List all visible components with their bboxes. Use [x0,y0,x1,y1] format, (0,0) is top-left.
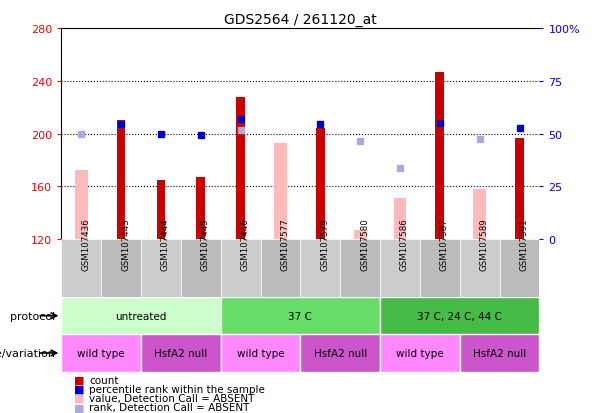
Text: GSM107580: GSM107580 [360,218,369,271]
Bar [380,335,460,372]
Text: GSM107443: GSM107443 [121,218,130,271]
Bar [435,72,444,240]
Text: wild type: wild type [237,348,284,358]
Text: HsfA2 null: HsfA2 null [154,348,207,358]
Text: percentile rank within the sample: percentile rank within the sample [89,384,265,394]
Text: wild type: wild type [77,348,125,358]
Text: GSM107445: GSM107445 [201,218,210,271]
Bar [141,335,221,372]
Bar [101,240,141,297]
Text: 37 C: 37 C [289,311,312,321]
Text: ■: ■ [74,402,84,412]
Bar [354,230,367,240]
Bar [61,240,101,297]
Text: protocol: protocol [10,311,55,321]
Bar [473,190,486,240]
Bar [181,240,221,297]
Text: 37 C, 24 C, 44 C: 37 C, 24 C, 44 C [417,311,502,321]
Text: GSM107589: GSM107589 [480,218,489,271]
Bar [221,240,261,297]
Bar [460,335,539,372]
Text: genotype/variation: genotype/variation [0,348,55,358]
Text: GSM107587: GSM107587 [440,218,449,271]
Bar [274,143,287,240]
Bar [300,240,340,297]
Title: GDS2564 / 261120_at: GDS2564 / 261120_at [224,12,377,26]
Text: count: count [89,375,118,385]
Bar [236,97,245,240]
Bar [420,240,460,297]
Bar [61,297,221,335]
Bar [500,240,539,297]
Bar [380,297,539,335]
Text: GSM107579: GSM107579 [321,218,329,271]
Bar [116,121,126,240]
Bar [156,180,166,240]
Bar [75,171,88,240]
Text: untreated: untreated [115,311,167,321]
Bar [141,240,181,297]
Bar [460,240,500,297]
Text: value, Detection Call = ABSENT: value, Detection Call = ABSENT [89,393,254,403]
Bar [221,335,300,372]
Text: wild type: wild type [396,348,444,358]
Bar [340,240,380,297]
Text: HsfA2 null: HsfA2 null [473,348,526,358]
Bar [380,240,420,297]
Text: rank, Detection Call = ABSENT: rank, Detection Call = ABSENT [89,402,249,412]
Bar [316,129,325,240]
Text: GSM107591: GSM107591 [519,218,528,271]
Text: GSM107586: GSM107586 [400,218,409,271]
Bar [61,335,141,372]
Bar [261,240,300,297]
Bar [300,335,380,372]
Text: GSM107577: GSM107577 [281,218,289,271]
Text: GSM107436: GSM107436 [81,218,90,271]
Text: ■: ■ [74,375,84,385]
Bar [515,138,524,240]
Text: ■: ■ [74,393,84,403]
Text: ■: ■ [74,384,84,394]
Text: GSM107444: GSM107444 [161,218,170,271]
Bar [394,199,406,240]
Text: GSM107446: GSM107446 [240,218,249,271]
Bar [221,297,380,335]
Text: HsfA2 null: HsfA2 null [314,348,367,358]
Bar [196,178,205,240]
